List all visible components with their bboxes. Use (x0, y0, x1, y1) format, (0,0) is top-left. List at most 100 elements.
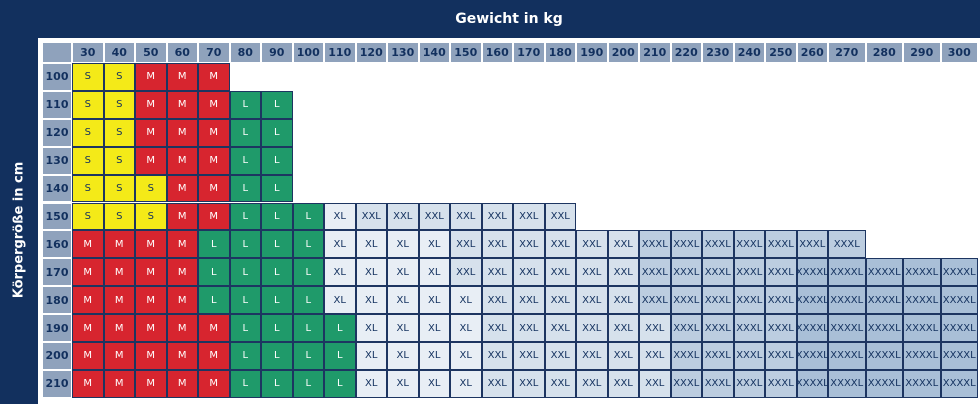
size-cell: XXXL (733, 258, 765, 287)
size-cell: XXL (481, 369, 513, 398)
column-header: 270 (828, 42, 866, 63)
size-cell: XXL (481, 314, 513, 342)
size-cell: S (72, 174, 104, 203)
size-cell: M (198, 90, 230, 119)
size-cell: M (198, 146, 230, 175)
size-cell: M (103, 342, 135, 370)
size-cell: XXXL (733, 286, 765, 315)
size-cell: M (72, 258, 104, 287)
size-cell: XXL (481, 230, 513, 259)
size-cell: L (292, 314, 324, 342)
size-cell: L (229, 90, 261, 119)
size-cell: XXL (481, 342, 513, 370)
size-cell: M (166, 90, 198, 119)
size-cell: L (261, 118, 293, 147)
column-header: 160 (481, 42, 513, 63)
size-cell: L (229, 118, 261, 147)
size-cell: XL (355, 314, 387, 342)
size-cell: XL (387, 258, 419, 287)
size-cell: L (292, 230, 324, 259)
column-header: 300 (940, 42, 978, 63)
size-cell: L (261, 230, 293, 259)
size-cell: XXL (544, 314, 576, 342)
size-cell: XXXXL (940, 286, 978, 315)
size-cell: XXL (607, 369, 639, 398)
size-cell: M (166, 63, 198, 91)
size-cell: XL (355, 342, 387, 370)
size-cell: XXL (607, 230, 639, 259)
size-cell: L (292, 202, 324, 231)
column-header: 60 (166, 42, 198, 63)
size-cell: M (72, 369, 104, 398)
size-cell: S (103, 90, 135, 119)
column-header: 250 (765, 42, 797, 63)
size-cell: XXL (607, 258, 639, 287)
size-cell: M (198, 342, 230, 370)
size-cell: L (261, 314, 293, 342)
size-cell: L (198, 230, 230, 259)
size-cell: L (261, 369, 293, 398)
row-header: 190 (42, 314, 72, 342)
size-cell: M (166, 118, 198, 147)
column-header: 190 (576, 42, 608, 63)
size-cell: M (103, 258, 135, 287)
size-cell: M (72, 314, 104, 342)
size-cell: S (72, 146, 104, 175)
size-cell: XL (387, 369, 419, 398)
size-cell: XXL (481, 258, 513, 287)
size-cell: XXXL (702, 230, 734, 259)
row-header: 160 (42, 230, 72, 259)
size-cell: XXXXL (940, 369, 978, 398)
size-cell: M (135, 286, 167, 315)
size-cell: S (135, 174, 167, 203)
size-cell: XXXL (765, 286, 797, 315)
size-cell: XL (418, 258, 450, 287)
size-cell: M (135, 258, 167, 287)
size-cell: XXXXL (796, 369, 829, 398)
size-cell: XXXXL (940, 342, 978, 370)
size-cell: M (166, 314, 198, 342)
size-cell: XL (355, 258, 387, 287)
column-header: 180 (544, 42, 576, 63)
row-header: 180 (42, 286, 72, 315)
size-cell: M (198, 314, 230, 342)
size-cell: XL (450, 286, 482, 315)
size-cell: M (166, 286, 198, 315)
size-cell: L (229, 258, 261, 287)
size-cell: XXXL (828, 230, 866, 259)
size-cell: XXXL (702, 314, 734, 342)
size-cell: L (324, 342, 356, 370)
size-cell: XXL (355, 202, 387, 231)
column-header: 170 (513, 42, 545, 63)
size-cell: M (166, 258, 198, 287)
size-cell: XXL (544, 230, 576, 259)
size-cell: XXXL (670, 286, 702, 315)
size-cell: XXL (639, 342, 671, 370)
size-cell: S (103, 146, 135, 175)
size-cell: L (261, 286, 293, 315)
size-cell: S (72, 90, 104, 119)
size-cell: XXL (576, 342, 608, 370)
column-header: 220 (670, 42, 702, 63)
size-cell: L (261, 90, 293, 119)
size-cell: XXXL (702, 258, 734, 287)
column-header: 70 (198, 42, 230, 63)
size-cell: XXXXL (903, 369, 941, 398)
size-cell: XXL (576, 286, 608, 315)
size-cell: XXXL (733, 342, 765, 370)
column-header: 120 (355, 42, 387, 63)
column-axis-title: Gewicht in kg (455, 11, 563, 27)
size-cell: XXXL (670, 369, 702, 398)
size-cell: XXXXL (796, 286, 829, 315)
size-cell: XXL (576, 314, 608, 342)
size-cell: L (324, 314, 356, 342)
row-header: 110 (42, 90, 72, 119)
size-cell: L (261, 146, 293, 175)
size-cell: XL (450, 342, 482, 370)
size-cell: L (292, 342, 324, 370)
size-cell: XL (324, 202, 356, 231)
size-cell: XXXL (796, 230, 828, 259)
column-header: 110 (324, 42, 356, 63)
size-cell: XXXL (765, 258, 797, 287)
size-cell: L (261, 258, 293, 287)
